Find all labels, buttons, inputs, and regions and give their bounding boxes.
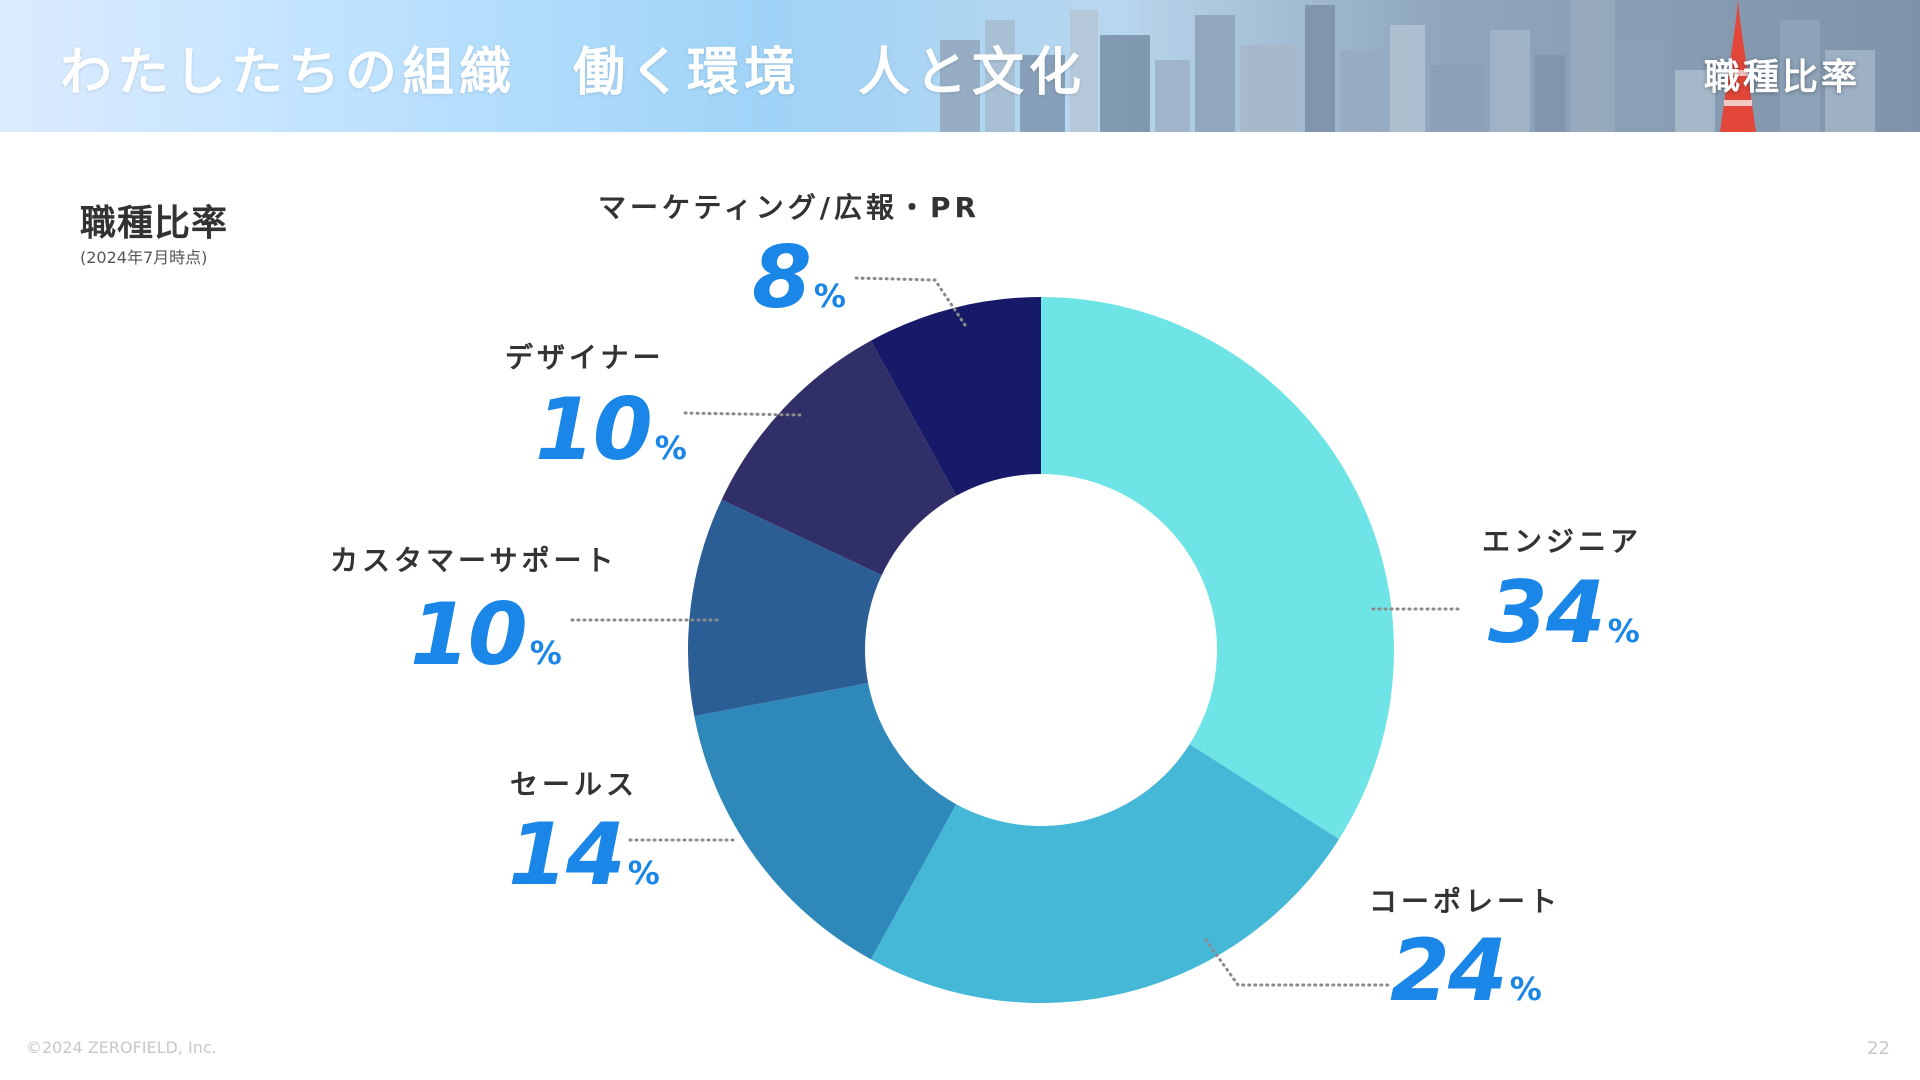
slice-value-1: 24 bbox=[1390, 921, 1508, 1021]
slice-label-4: デザイナー bbox=[505, 341, 665, 374]
pie-slice-5 bbox=[870, 297, 1041, 496]
percent-sign: % bbox=[529, 634, 562, 672]
leader-line-1 bbox=[1204, 938, 1390, 987]
slice-label-3: カスタマーサポート bbox=[330, 544, 618, 577]
slice-value-4: 10 bbox=[535, 380, 653, 480]
header-banner: わたしたちの組織 働く環境 人と文化 職種比率 bbox=[0, 0, 1920, 132]
leader-line-4 bbox=[681, 411, 802, 417]
slice-value-5: 8 bbox=[752, 228, 812, 328]
slice-label-1: コーポレート bbox=[1369, 885, 1562, 918]
copyright: ©2024 ZEROFIELD, Inc. bbox=[26, 1038, 217, 1057]
slice-percent-5: 8% bbox=[752, 235, 846, 321]
page-subtitle: (2024年7月時点) bbox=[80, 248, 208, 267]
leader-line-5 bbox=[853, 276, 967, 327]
slice-percent-0: 34% bbox=[1488, 570, 1640, 656]
pie-slice-1 bbox=[870, 744, 1340, 1003]
slice-percent-2: 14% bbox=[508, 812, 660, 898]
pie-slice-0 bbox=[1041, 297, 1394, 840]
slice-percent-1: 24% bbox=[1390, 928, 1542, 1014]
pie-slice-4 bbox=[721, 340, 957, 576]
percent-sign: % bbox=[627, 854, 660, 892]
pie-slice-3 bbox=[688, 499, 882, 717]
page-number: 22 bbox=[1867, 1038, 1890, 1059]
percent-sign: % bbox=[813, 277, 846, 315]
header-title: わたしたちの組織 働く環境 人と文化 bbox=[60, 43, 1087, 103]
slice-label-0: エンジニア bbox=[1482, 525, 1643, 558]
percent-sign: % bbox=[1509, 970, 1542, 1008]
slice-percent-4: 10% bbox=[535, 387, 687, 473]
slice-value-3: 10 bbox=[410, 585, 528, 685]
slice-percent-3: 10% bbox=[410, 592, 562, 678]
page-title: 職種比率 bbox=[80, 203, 229, 244]
city-skyline-image bbox=[940, 0, 1920, 132]
percent-sign: % bbox=[1607, 612, 1640, 650]
slice-label-2: セールス bbox=[510, 768, 639, 801]
slice-value-2: 14 bbox=[508, 805, 626, 905]
pie-slice-2 bbox=[694, 682, 957, 960]
header-section-label: 職種比率 bbox=[1703, 57, 1860, 98]
slice-value-0: 34 bbox=[1488, 563, 1606, 663]
percent-sign: % bbox=[654, 429, 687, 467]
slice-label-5: マーケティング/広報・PR bbox=[598, 191, 981, 224]
